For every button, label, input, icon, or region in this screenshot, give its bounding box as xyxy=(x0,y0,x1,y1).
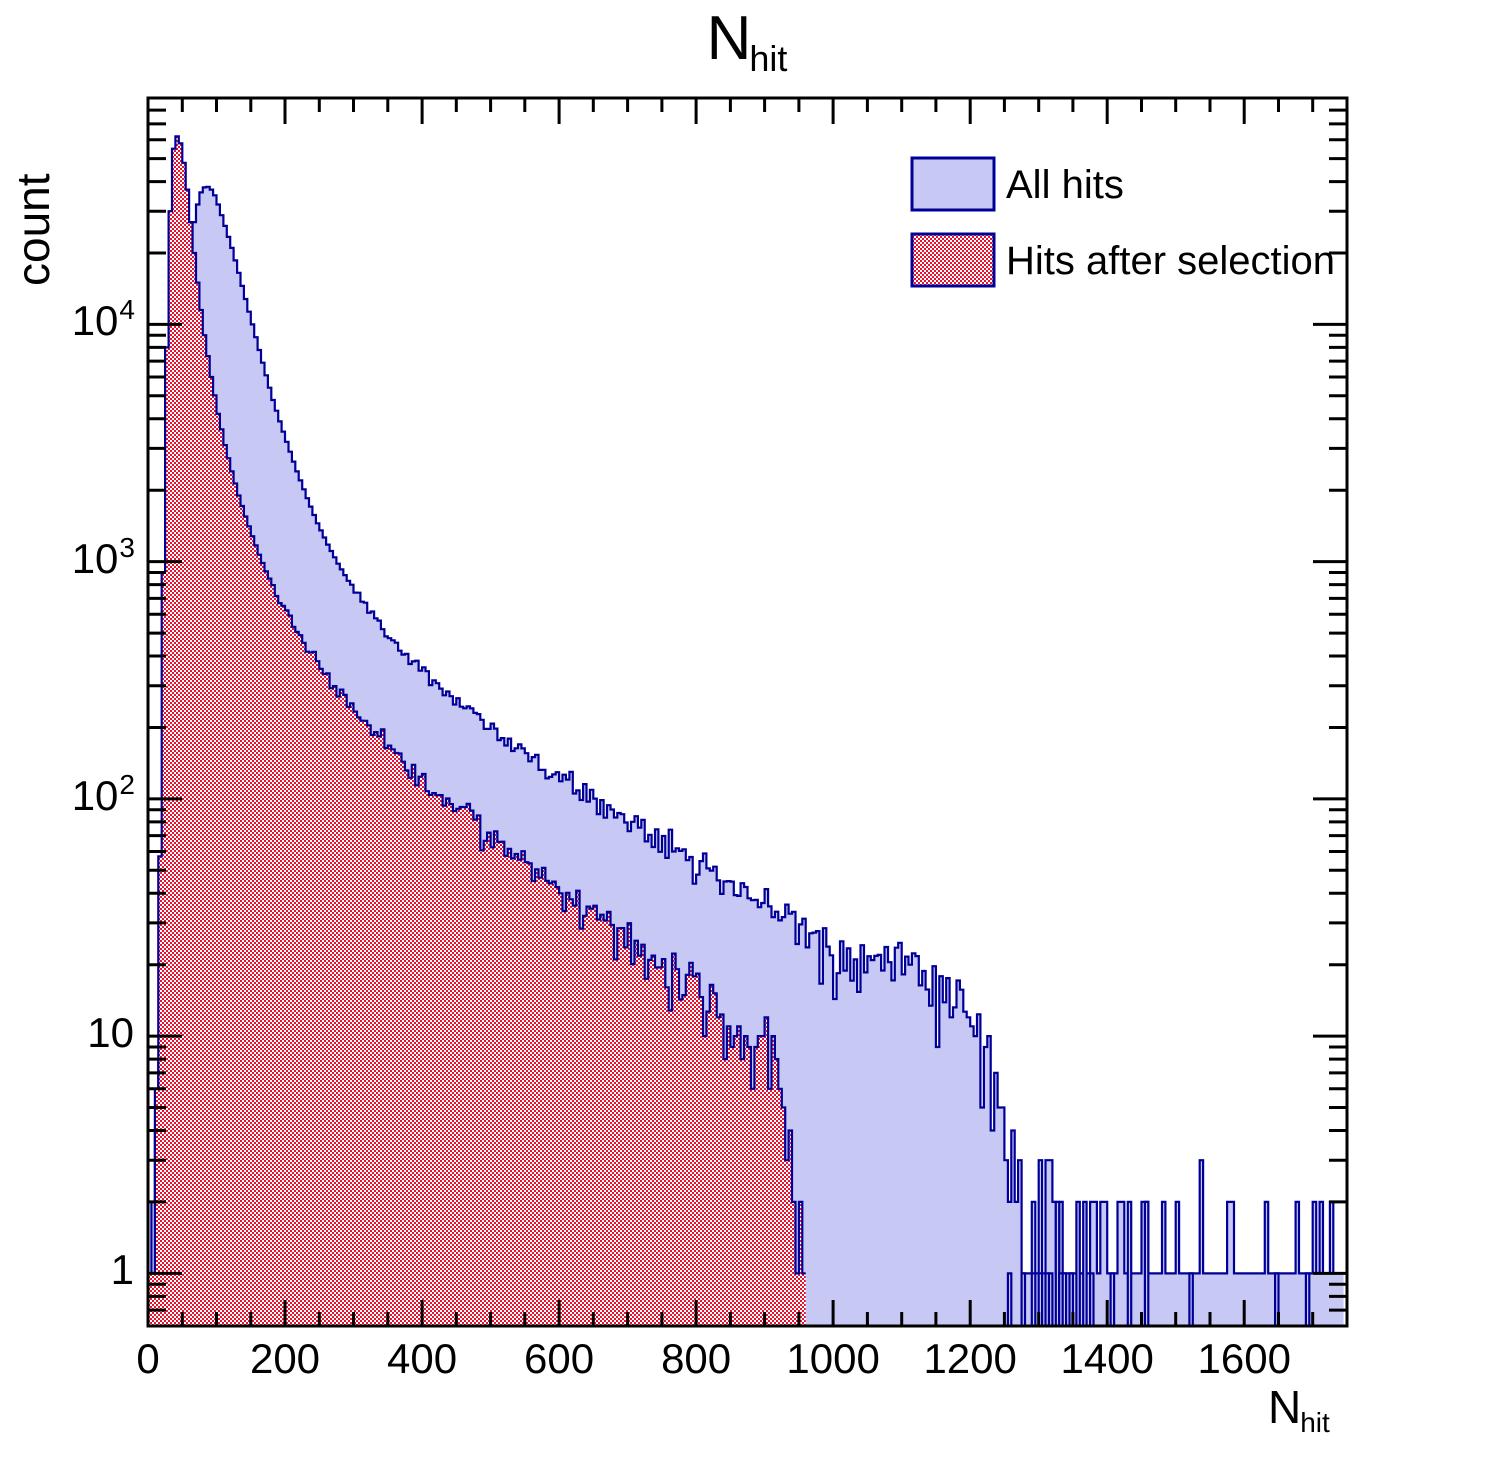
legend-label-all-hits: All hits xyxy=(1006,163,1124,207)
legend-label-hits-after-selection: Hits after selection xyxy=(1006,239,1336,283)
x-tick-label-1000: 1000 xyxy=(786,1335,880,1382)
x-tick-label-200: 200 xyxy=(249,1335,321,1382)
title-subscript: hit xyxy=(749,38,788,79)
y-tick-label-10000: 104 xyxy=(71,294,135,345)
x-tick-label-400: 400 xyxy=(387,1335,458,1382)
axis-frame xyxy=(146,96,1349,1328)
histogram-noise-layer xyxy=(1006,1200,1311,1326)
x-tick-label-800: 800 xyxy=(661,1335,732,1382)
x-tick-label-0: 0 xyxy=(136,1335,160,1382)
x-axis-title-main: N xyxy=(1268,1381,1302,1433)
series-hits-after-selection-outline xyxy=(148,135,806,1275)
x-axis-title-subscript: hit xyxy=(1300,1407,1330,1438)
series-hits-after-selection-area xyxy=(148,136,806,1326)
title-main: N xyxy=(706,4,752,73)
y-tick-label-1: 1 xyxy=(110,1246,134,1294)
x-tick-label-1600: 1600 xyxy=(1197,1335,1291,1382)
legend-swatch-all-hits xyxy=(910,156,996,212)
x-axis-title: Nhit xyxy=(1268,1381,1331,1437)
legend-swatch-hits-after-selection xyxy=(910,232,996,288)
y-tick-label-1000: 103 xyxy=(71,531,135,582)
y-tick-label-100: 102 xyxy=(71,768,135,819)
x-tick-label-1400: 1400 xyxy=(1060,1335,1154,1382)
y-tick-label-10: 10 xyxy=(87,1009,134,1057)
x-tick-label-600: 600 xyxy=(524,1335,595,1382)
x-tick-label-1200: 1200 xyxy=(923,1335,1017,1382)
page-title: Nhit xyxy=(0,8,1496,77)
